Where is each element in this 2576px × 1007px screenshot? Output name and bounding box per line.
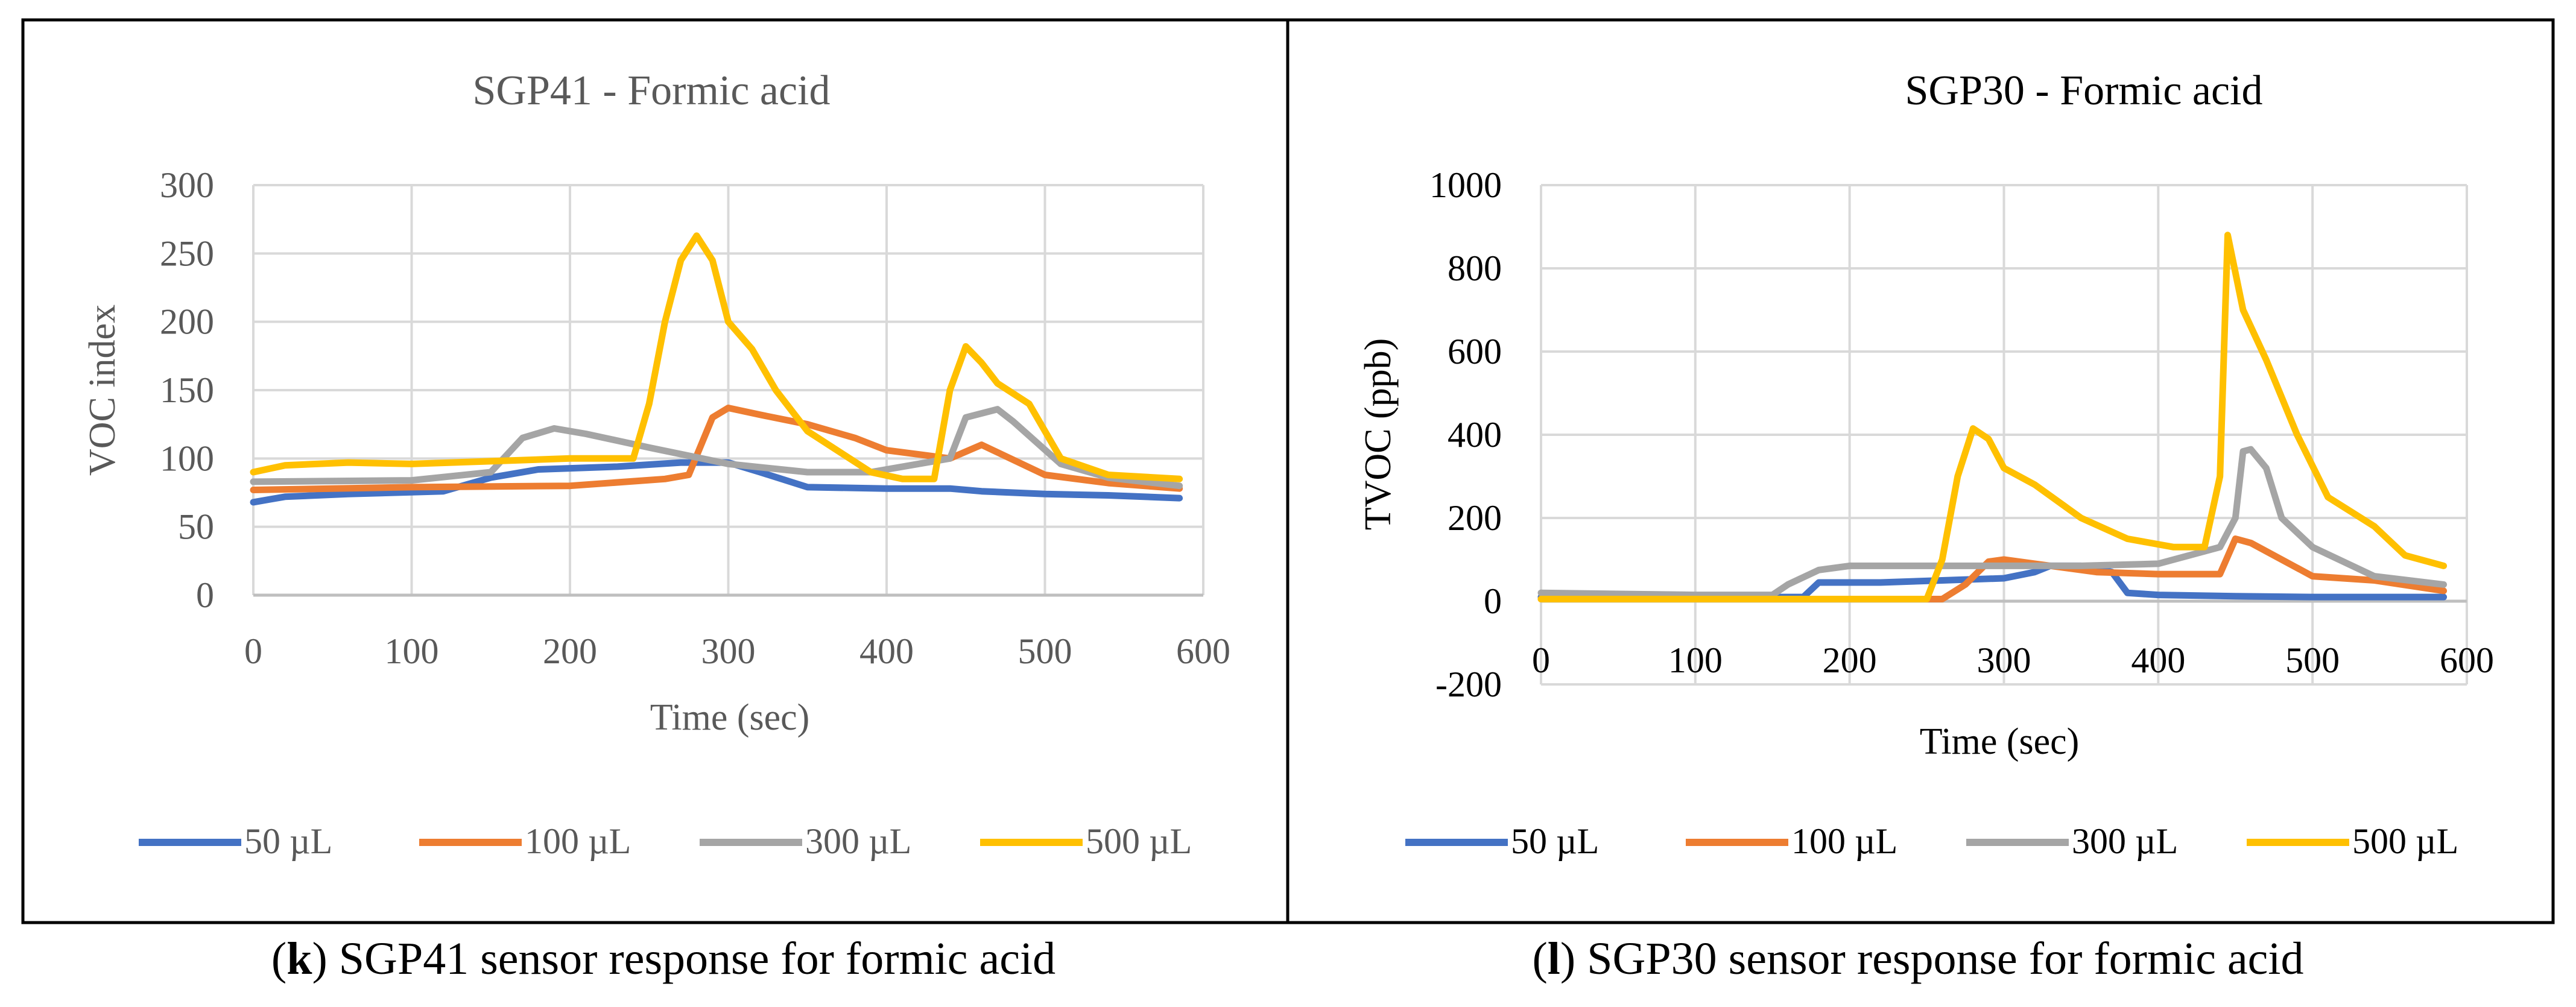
y-tick-label: 50 bbox=[178, 507, 214, 547]
y-tick-label: 0 bbox=[1484, 581, 1502, 621]
legend-label: 500 µL bbox=[1086, 821, 1192, 861]
legend-label: 500 µL bbox=[2352, 821, 2458, 861]
x-tick-label: 400 bbox=[2131, 640, 2185, 680]
x-tick-label: 500 bbox=[1018, 631, 1072, 671]
x-tick-label: 500 bbox=[2285, 640, 2340, 680]
x-tick-label: 100 bbox=[1668, 640, 1723, 680]
x-tick-label: 300 bbox=[1977, 640, 2031, 680]
chart-panel-k: SGP41 - Formic acid 0 50 100 150 200 250 300 0 10… bbox=[82, 68, 1230, 984]
series-line-500ul bbox=[250, 232, 1183, 482]
gridlines bbox=[1540, 184, 2468, 686]
series-line-100ul bbox=[250, 405, 1183, 493]
y-axis-label: VOC index bbox=[82, 305, 123, 476]
x-tick-label: 200 bbox=[543, 631, 597, 671]
y-tick-label: 200 bbox=[1448, 498, 1502, 538]
y-axis-label: TVOC (ppb) bbox=[1358, 338, 1399, 531]
y-tick-label: 300 bbox=[160, 165, 214, 205]
x-tick-label: 100 bbox=[385, 631, 439, 671]
chart-title: SGP30 - Formic acid bbox=[1905, 68, 2262, 114]
figure-caption: (k) SGP41 sensor response for formic aci… bbox=[271, 933, 1055, 984]
series-line-300ul bbox=[1537, 446, 2448, 599]
chart-title: SGP41 - Formic acid bbox=[472, 68, 830, 114]
x-tick-label: 300 bbox=[701, 631, 756, 671]
caption-panel-label: l bbox=[1548, 933, 1560, 984]
x-tick-label: 600 bbox=[1176, 631, 1230, 671]
series-line-50ul bbox=[250, 459, 1183, 506]
figure-caption: (l) SGP30 sensor response for formic aci… bbox=[1532, 933, 2303, 984]
y-tick-label: 200 bbox=[160, 302, 214, 342]
legend-label: 50 µL bbox=[1511, 821, 1599, 861]
y-tick-label: 100 bbox=[160, 438, 214, 478]
series-line-300ul bbox=[250, 406, 1183, 490]
y-tick-label: 800 bbox=[1448, 248, 1502, 288]
x-tick-label: 0 bbox=[1532, 640, 1550, 680]
y-tick-label: 600 bbox=[1448, 332, 1502, 371]
series-line-500ul bbox=[1537, 232, 2448, 602]
legend-label: 100 µL bbox=[1791, 821, 1897, 861]
chart-panel-l: SGP30 - Formic acid-20002004006008001000… bbox=[1358, 68, 2494, 984]
x-axis-label: Time (sec) bbox=[1920, 721, 2080, 762]
legend-label: 300 µL bbox=[805, 821, 911, 861]
legend-label: 100 µL bbox=[525, 821, 631, 861]
x-tick-label: 600 bbox=[2440, 640, 2494, 680]
x-tick-label: 200 bbox=[1823, 640, 1877, 680]
caption-panel-label: k bbox=[286, 933, 312, 984]
x-tick-label: 0 bbox=[244, 631, 262, 671]
y-tick-label: -200 bbox=[1435, 664, 1502, 704]
x-tick-label: 400 bbox=[859, 631, 914, 671]
legend-label: 50 µL bbox=[244, 821, 332, 861]
x-axis-label: Time (sec) bbox=[650, 697, 810, 738]
y-tick-label: 150 bbox=[160, 370, 214, 410]
legend: 50 µL 100 µL 300 µL 500 µL bbox=[1405, 821, 2458, 861]
y-tick-label: 1000 bbox=[1429, 165, 1502, 205]
legend-label: 300 µL bbox=[2072, 821, 2178, 861]
y-tick-label: 0 bbox=[196, 575, 214, 615]
series-line-100ul bbox=[1537, 535, 2448, 602]
y-tick-label: 400 bbox=[1448, 415, 1502, 455]
y-tick-label: 250 bbox=[160, 233, 214, 273]
gridlines bbox=[252, 184, 1204, 597]
legend: 50 µL 100 µL 300 µL 500 µL bbox=[139, 821, 1192, 861]
